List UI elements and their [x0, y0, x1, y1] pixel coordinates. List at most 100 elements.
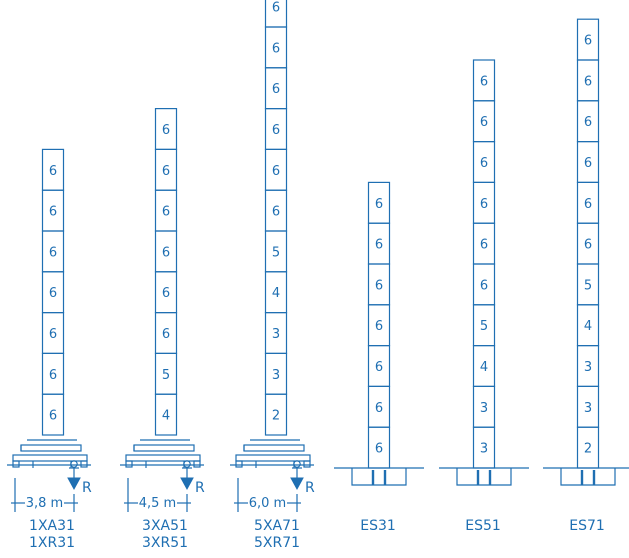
section-label-es71: 6 [584, 34, 592, 49]
tower-label-es51: ES51 [443, 518, 523, 535]
base-frame-1xa31 [20, 444, 82, 452]
mast-section-5xa71 [264, 0, 288, 28]
section-label-es51: 3 [480, 442, 488, 457]
section-label-es31: 6 [375, 238, 383, 253]
support-wheel-1xa31 [70, 460, 78, 468]
section-label-5xa71: 4 [272, 286, 280, 301]
tower-label-1xa31: 1XA31 1XR31 [12, 518, 92, 552]
section-label-es51: 6 [480, 278, 488, 293]
reaction-arrow-1xa31 [67, 477, 81, 491]
tower-label-es31: ES31 [338, 518, 418, 535]
outrigger-pad-3xa51 [125, 460, 133, 468]
mast-section-1xa31 [41, 148, 65, 191]
tower-name-5xr71: 5XR71 [253, 535, 301, 551]
foundation-es51 [456, 468, 512, 486]
section-label-3xa51: 6 [162, 286, 170, 301]
support-wheel-5xa71 [293, 460, 301, 468]
outrigger-beam-5xa71 [235, 454, 311, 462]
mast-section-3xa51 [154, 107, 178, 150]
tower-label-es71: ES71 [547, 518, 627, 535]
outrigger-pad-5xa71 [303, 460, 311, 468]
section-label-3xa51: 6 [162, 205, 170, 220]
section-label-1xa31: 6 [49, 327, 57, 342]
section-label-es71: 6 [584, 74, 592, 89]
section-label-es71: 6 [584, 115, 592, 130]
tower-name-5xa71: 5XA71 [254, 518, 300, 534]
section-label-3xa51: 6 [162, 123, 170, 138]
section-label-es31: 6 [375, 319, 383, 334]
mast-section-es71 [576, 18, 600, 61]
section-label-3xa51: 4 [162, 409, 170, 424]
section-label-es31: 6 [375, 442, 383, 457]
section-label-1xa31: 6 [49, 164, 57, 179]
section-label-1xa31: 6 [49, 409, 57, 424]
section-label-es51: 6 [480, 197, 488, 212]
tower-name-1xr31: 1XR31 [28, 535, 76, 551]
section-label-3xa51: 6 [162, 245, 170, 260]
outrigger-pad-1xa31 [12, 460, 20, 468]
section-label-5xa71: 3 [272, 327, 280, 342]
support-wheel-3xa51 [183, 460, 191, 468]
dimension-label-5xa71: 6,0 m [249, 496, 286, 511]
section-label-5xa71: 6 [272, 82, 280, 97]
section-label-es31: 6 [375, 278, 383, 293]
section-label-5xa71: 3 [272, 368, 280, 383]
reaction-label-3xa51: R [195, 480, 205, 496]
section-label-5xa71: 2 [272, 409, 280, 424]
section-label-5xa71: 6 [272, 205, 280, 220]
outrigger-pad-5xa71 [235, 460, 243, 468]
section-label-3xa51: 6 [162, 164, 170, 179]
section-label-es31: 6 [375, 401, 383, 416]
section-label-es71: 2 [584, 442, 592, 457]
foundation-es71 [560, 468, 616, 486]
mast-section-es51 [472, 59, 496, 102]
foundation-es31 [351, 468, 407, 486]
section-label-3xa51: 6 [162, 327, 170, 342]
section-label-es71: 6 [584, 197, 592, 212]
base-frame-5xa71 [243, 444, 305, 452]
section-label-1xa31: 6 [49, 245, 57, 260]
reaction-arrow-3xa51 [180, 477, 194, 491]
section-label-es71: 6 [584, 238, 592, 253]
section-label-es51: 6 [480, 238, 488, 253]
outrigger-beam-1xa31 [12, 454, 88, 462]
section-label-es51: 5 [480, 319, 488, 334]
section-label-5xa71: 6 [272, 164, 280, 179]
section-label-3xa51: 5 [162, 368, 170, 383]
section-label-5xa71: 6 [272, 1, 280, 16]
section-label-1xa31: 6 [49, 368, 57, 383]
section-label-5xa71: 6 [272, 41, 280, 56]
tower-name-1xa31: 1XA31 [29, 518, 75, 534]
dimension-label-3xa51: 4,5 m [139, 496, 176, 511]
outrigger-pad-3xa51 [193, 460, 201, 468]
mast-section-es31 [367, 181, 391, 224]
outrigger-pad-1xa31 [80, 460, 88, 468]
section-label-es31: 6 [375, 360, 383, 375]
tower-name-3xa51: 3XA51 [142, 518, 188, 534]
outrigger-beam-3xa51 [125, 454, 201, 462]
section-label-es51: 6 [480, 74, 488, 89]
tower-label-3xa51: 3XA51 3XR51 [125, 518, 205, 552]
section-label-es51: 6 [480, 156, 488, 171]
section-label-es51: 6 [480, 115, 488, 130]
reaction-label-1xa31: R [82, 480, 92, 496]
section-label-1xa31: 6 [49, 205, 57, 220]
reaction-arrow-5xa71 [290, 477, 304, 491]
section-label-es71: 4 [584, 319, 592, 334]
section-label-es71: 5 [584, 278, 592, 293]
reaction-label-5xa71: R [305, 480, 315, 496]
section-label-5xa71: 6 [272, 123, 280, 138]
dimension-label-1xa31: 3,8 m [26, 496, 63, 511]
section-label-es71: 3 [584, 360, 592, 375]
tower-name-es51: ES51 [465, 518, 501, 534]
section-label-es31: 6 [375, 197, 383, 212]
section-label-1xa31: 6 [49, 286, 57, 301]
tower-name-es31: ES31 [360, 518, 396, 534]
section-label-es71: 6 [584, 156, 592, 171]
base-frame-3xa51 [133, 444, 195, 452]
section-label-es71: 3 [584, 401, 592, 416]
section-label-5xa71: 5 [272, 245, 280, 260]
tower-label-5xa71: 5XA71 5XR71 [237, 518, 317, 552]
section-label-es51: 4 [480, 360, 488, 375]
